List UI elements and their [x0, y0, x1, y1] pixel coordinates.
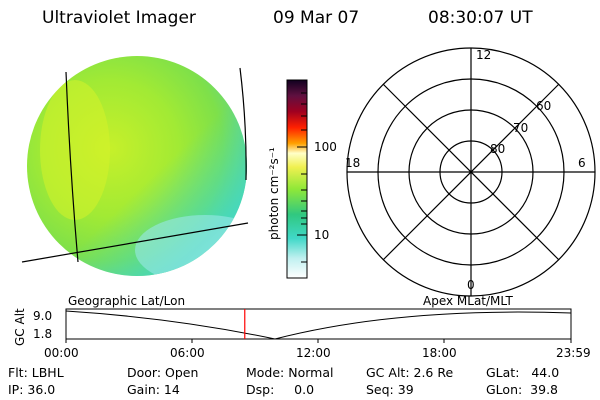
- geo-grid-lines: [21, 67, 249, 263]
- image-time: 08:30:07 UT: [428, 8, 533, 28]
- mlt-label-12: 12: [476, 48, 491, 62]
- timeline-x-tick-1800: 18:00: [422, 346, 457, 360]
- mlt-label-0: 0: [467, 278, 475, 292]
- uv-image-disk: [27, 56, 247, 276]
- mlat-label-80: 80: [490, 142, 505, 156]
- mlt-label-18: 18: [345, 156, 360, 170]
- info-mode: Mode: Normal: [246, 365, 334, 380]
- mlt-label-6: 6: [578, 156, 586, 170]
- timeline-x-tick-0600: 06:00: [170, 346, 205, 360]
- colorbar-unit-label: photon cm⁻²s⁻¹: [267, 147, 281, 240]
- timeline-y-axis-label: GC Alt: [13, 308, 27, 346]
- info-gain: Gain: 14: [127, 382, 180, 397]
- colorbar-tick-100: 100: [314, 140, 337, 154]
- info-glat: GLat: 44.0: [486, 365, 560, 380]
- instrument-title: Ultraviolet Imager: [42, 8, 196, 28]
- info-seq: Seq: 39: [366, 382, 414, 397]
- timeline-y-tick-top: 9.0: [33, 309, 52, 323]
- timeline-y-tick-bottom: 1.8: [33, 327, 52, 341]
- altitude-curve: [65, 310, 572, 340]
- info-filter: Flt: LBHL: [8, 365, 64, 380]
- mlat-label-70: 70: [513, 121, 528, 135]
- polar-grid: [346, 47, 596, 297]
- timeline-x-tick-0000: 00:00: [44, 346, 79, 360]
- colorbar: 100 10 photon cm⁻²s⁻¹: [267, 79, 337, 279]
- info-ip: IP: 36.0: [8, 382, 56, 397]
- mlat-label-60: 60: [536, 99, 551, 113]
- polar-labels: 12 18 6 0 60 70 80: [345, 48, 586, 292]
- info-gc-alt: GC Alt: 2.6 Re: [366, 365, 454, 380]
- info-glon: GLon: 39.8: [486, 382, 558, 397]
- timeline-x-tick-1200: 12:00: [296, 346, 331, 360]
- timeline-x-tick-2359: 23:59: [556, 346, 591, 360]
- timeline-left-label: Geographic Lat/Lon: [68, 294, 185, 308]
- timeline-plot: Geographic Lat/Lon Apex MLat/MLT GC Alt …: [13, 294, 591, 360]
- image-date: 09 Mar 07: [273, 8, 360, 28]
- info-door: Door: Open: [127, 365, 199, 380]
- timeline-right-label: Apex MLat/MLT: [423, 294, 513, 308]
- colorbar-tick-10: 10: [314, 228, 329, 242]
- info-dsp: Dsp: 0.0: [246, 382, 315, 397]
